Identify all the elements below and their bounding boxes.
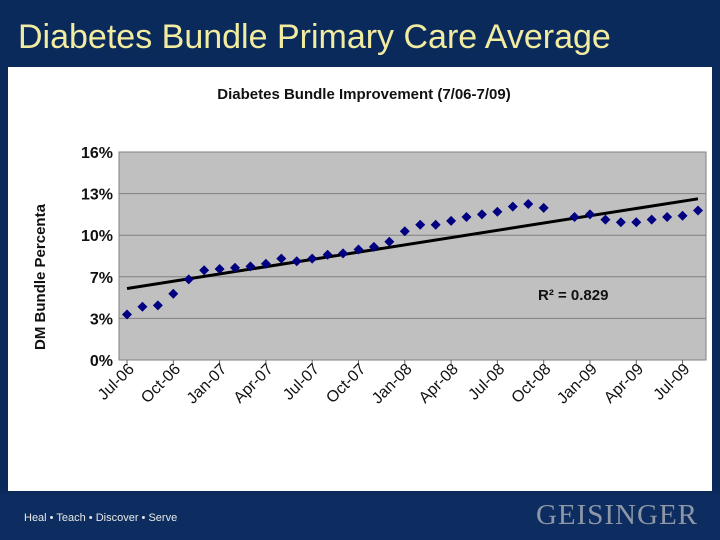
data-point xyxy=(646,214,657,225)
data-point xyxy=(662,212,673,222)
data-point xyxy=(137,301,148,312)
data-point xyxy=(399,226,410,237)
trendline xyxy=(126,197,699,290)
data-point xyxy=(245,261,256,272)
x-tick-label: Jul-09 xyxy=(651,361,694,404)
plot-area xyxy=(118,151,707,361)
data-point xyxy=(338,248,349,259)
r-squared-annotation: R² = 0.829 xyxy=(538,287,608,304)
x-tick-label: Apr-08 xyxy=(416,361,462,407)
data-point xyxy=(214,264,225,274)
data-point xyxy=(538,202,549,213)
y-tick-label: 7% xyxy=(90,270,113,287)
x-tick-label: Oct-08 xyxy=(509,361,555,407)
data-point xyxy=(199,265,210,276)
data-point xyxy=(291,256,302,267)
y-tick-label: 10% xyxy=(81,228,113,245)
x-tick-label: Jul-07 xyxy=(280,361,323,404)
data-point xyxy=(476,209,487,220)
data-point xyxy=(415,219,426,230)
data-point xyxy=(368,241,379,252)
x-tick-label: Jul-08 xyxy=(465,361,508,404)
data-point xyxy=(600,214,611,225)
x-tick-label: Oct-07 xyxy=(323,361,369,407)
data-point xyxy=(307,253,318,264)
data-point xyxy=(152,300,163,311)
data-point xyxy=(230,262,241,273)
data-point xyxy=(276,253,287,264)
data-point xyxy=(122,309,132,320)
x-tick-label: Jan-09 xyxy=(554,361,601,408)
data-point xyxy=(631,217,642,228)
footer-tagline: Heal • Teach • Discover • Serve xyxy=(24,512,178,524)
x-tick-label: Oct-06 xyxy=(138,361,184,407)
data-point xyxy=(507,201,518,212)
data-point xyxy=(183,274,194,285)
brand-logo: GEISINGER xyxy=(535,499,698,531)
chart-panel: Diabetes Bundle Improvement (7/06-7/09) … xyxy=(8,67,712,491)
data-point xyxy=(584,209,595,220)
y-tick-label: 3% xyxy=(90,311,113,328)
x-tick-label: Jan-08 xyxy=(369,361,416,408)
x-ticks: Jul-06 Oct-06 Jan-07 Apr-07 Jul-07 Oct-07 Jan-… xyxy=(95,360,693,407)
data-point xyxy=(446,215,457,226)
y-tick-label: 16% xyxy=(81,145,113,162)
x-tick-label: Apr-09 xyxy=(601,361,647,407)
data-point xyxy=(693,205,703,216)
data-point xyxy=(384,236,395,247)
data-point xyxy=(492,206,503,217)
data-point xyxy=(353,244,364,255)
data-point xyxy=(677,210,688,221)
data-point xyxy=(523,199,534,209)
data-point xyxy=(260,258,271,269)
slide-title: Diabetes Bundle Primary Care Average xyxy=(18,18,611,56)
x-tick-label: Jan-07 xyxy=(184,361,231,408)
footer-bar xyxy=(0,494,720,540)
gridlines xyxy=(119,193,706,319)
data-point xyxy=(615,217,626,228)
chart: Diabetes Bundle Improvement (7/06-7/09) … xyxy=(32,86,707,407)
data-point xyxy=(430,219,441,230)
y-tick-label: 0% xyxy=(90,353,113,370)
y-tick-label: 13% xyxy=(81,187,113,204)
data-point xyxy=(322,249,333,260)
x-tick-label: Apr-07 xyxy=(231,361,277,407)
y-axis-label: DM Bundle Percenta xyxy=(32,203,49,350)
data-points xyxy=(122,199,703,320)
chart-title: Diabetes Bundle Improvement (7/06-7/09) xyxy=(217,86,510,103)
y-ticks: 0% 3% 7% 10% 13% 16% xyxy=(81,145,113,370)
data-point xyxy=(168,288,179,299)
data-point xyxy=(569,212,580,222)
data-point xyxy=(461,212,472,222)
